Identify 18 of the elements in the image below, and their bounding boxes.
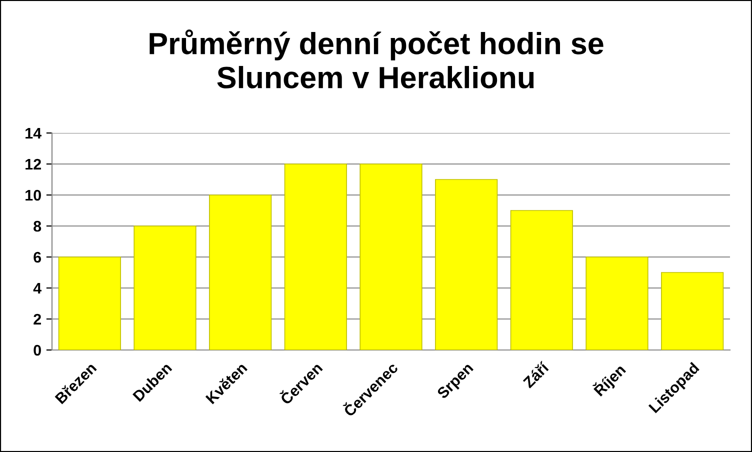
bar — [586, 256, 648, 350]
y-tick-label: 14 — [26, 128, 42, 139]
bar — [510, 210, 573, 350]
y-tick-label: 10 — [26, 190, 41, 201]
bar — [661, 272, 724, 350]
y-tick-label: 6 — [34, 252, 42, 263]
y-tick-label: 4 — [33, 283, 42, 294]
y-tick-label: 12 — [26, 158, 41, 170]
chart-title: Průměrný denní počet hodin se Sluncem v Heraklionu — [150, 30, 604, 88]
bar — [209, 194, 272, 350]
bar — [360, 164, 422, 350]
y-tick-label: 0 — [34, 344, 41, 356]
bar — [435, 179, 498, 350]
y-tick-label: 8 — [34, 220, 42, 232]
bar — [284, 164, 347, 350]
bar — [134, 226, 196, 350]
bar — [58, 256, 121, 350]
y-tick-label: 2 — [34, 314, 41, 325]
